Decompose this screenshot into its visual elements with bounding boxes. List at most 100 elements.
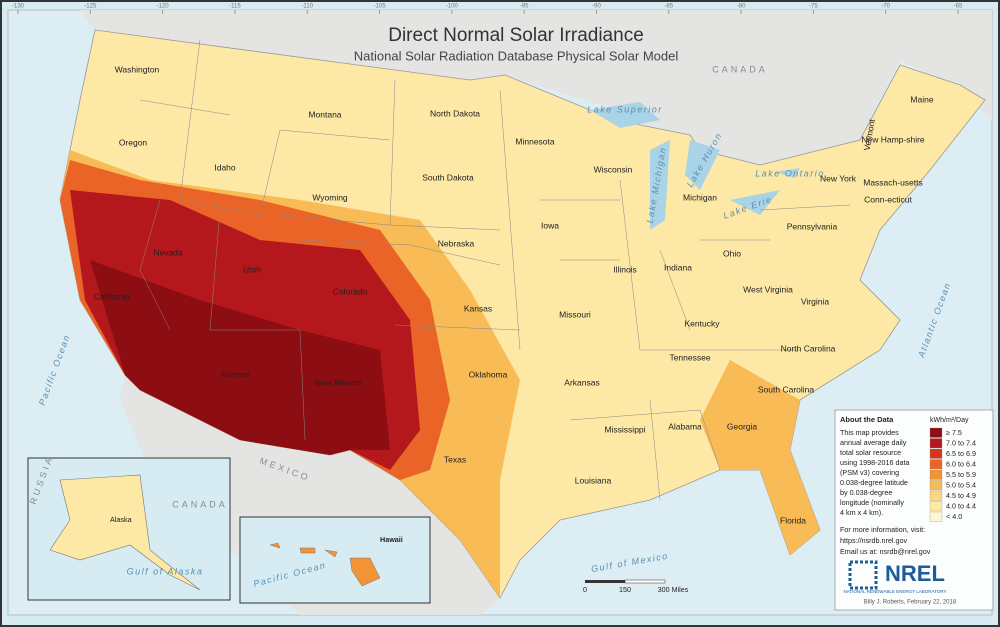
about-line: 4 km x 4 km). bbox=[840, 508, 883, 517]
state-label: California bbox=[94, 291, 130, 301]
legend-label: 4.0 to 4.4 bbox=[946, 501, 976, 510]
about-line: longitude (nominally bbox=[840, 498, 904, 507]
state-label: Arizona bbox=[221, 369, 250, 379]
state-label: New Hamp-shire bbox=[861, 134, 925, 144]
state-label: North Dakota bbox=[430, 108, 480, 118]
about-line: by 0.038-degree bbox=[840, 488, 892, 497]
region-dark-red bbox=[90, 260, 390, 455]
state-label: New York bbox=[820, 173, 857, 183]
longitude-label: -80 bbox=[737, 4, 746, 10]
country-label: CANADA bbox=[712, 64, 768, 74]
state-label: Virginia bbox=[801, 296, 829, 306]
state-borders bbox=[139, 39, 851, 501]
legend-swatch bbox=[929, 469, 943, 480]
title: Direct Normal Solar Irradiance bbox=[388, 25, 644, 46]
inset-label: Gulf of Alaska bbox=[127, 566, 204, 576]
state-label: Kentucky bbox=[685, 318, 721, 328]
legend-title: kWh/m²/Day bbox=[930, 417, 969, 424]
lake-label: Lake Superior bbox=[587, 104, 663, 114]
inset-label: Hawaii bbox=[380, 535, 403, 544]
state-label: West Virginia bbox=[743, 284, 793, 294]
state-label: Illinois bbox=[613, 264, 637, 274]
legend-swatch bbox=[929, 459, 943, 470]
region-southeast bbox=[700, 360, 820, 555]
hawaii-inset: Hawaii Pacific Ocean bbox=[239, 516, 431, 604]
longitude-label: -120 bbox=[157, 4, 170, 10]
credit: Billy J. Roberts, February 22, 2018 bbox=[864, 600, 957, 606]
about-url[interactable]: https://nsrdb.nrel.gov bbox=[840, 536, 908, 545]
state-label: Maine bbox=[910, 94, 933, 104]
state-label: Idaho bbox=[214, 162, 236, 172]
great-lakes bbox=[590, 102, 800, 230]
state-label: Utah bbox=[243, 264, 261, 274]
longitude-label: -75 bbox=[809, 4, 818, 10]
state-label: Pennsylvania bbox=[787, 221, 838, 231]
scale-bar: 0 150 300 Miles bbox=[583, 579, 689, 594]
scale-label: 300 Miles bbox=[658, 585, 689, 594]
longitude-label: -90 bbox=[592, 4, 601, 10]
state-label: Conn-ecticut bbox=[864, 194, 912, 204]
legend-swatch bbox=[929, 501, 943, 512]
state-label: South Carolina bbox=[758, 384, 815, 394]
state-label: Missouri bbox=[559, 309, 591, 319]
hawaii-islands bbox=[269, 542, 381, 587]
scale-segment bbox=[624, 579, 666, 584]
state-label: Massach-usetts bbox=[863, 177, 923, 187]
scale-label: 0 bbox=[583, 585, 587, 594]
about-line: 0.038-degree latitude bbox=[840, 478, 908, 487]
state-label: Michigan bbox=[683, 192, 717, 202]
legend-swatch bbox=[929, 427, 943, 438]
longitude-label: -95 bbox=[520, 4, 529, 10]
legend-swatch bbox=[929, 480, 943, 491]
state-label: Texas bbox=[444, 454, 466, 464]
canada-land bbox=[8, 10, 992, 165]
about-line: total solar resource bbox=[840, 448, 901, 457]
legend-label: 7.0 to 7.4 bbox=[946, 438, 976, 447]
subtitle: National Solar Radiation Database Physic… bbox=[354, 48, 679, 63]
longitude-label: -130 bbox=[12, 4, 25, 10]
about-line: (PSM v3) covering bbox=[840, 468, 899, 477]
state-label: Wyoming bbox=[312, 192, 348, 202]
inset-label: CANADA bbox=[172, 499, 228, 509]
legend-label: < 4.0 bbox=[946, 512, 962, 521]
legend: About the Data kWh/m²/Day For more infor… bbox=[834, 409, 994, 611]
state-label: Washington bbox=[115, 64, 160, 74]
longitude-label: -85 bbox=[664, 4, 673, 10]
about-more: For more information, visit: bbox=[840, 525, 925, 534]
state-label: Nebraska bbox=[438, 238, 475, 248]
state-label: Arkansas bbox=[564, 377, 599, 387]
about-line: This map provides bbox=[840, 428, 899, 437]
logo-mark bbox=[848, 560, 878, 590]
state-label: North Carolina bbox=[781, 343, 836, 353]
scale-segment bbox=[585, 580, 625, 583]
legend-swatch bbox=[929, 438, 943, 449]
legend-label: 4.5 to 4.9 bbox=[946, 491, 976, 500]
about-email[interactable]: Email us at: nsrdb@nrel.gov bbox=[840, 547, 931, 556]
legend-label: ≥ 7.5 bbox=[946, 428, 962, 437]
state-label: Louisiana bbox=[575, 475, 612, 485]
state-label: Alabama bbox=[668, 421, 702, 431]
inset-frame bbox=[239, 516, 431, 604]
legend-label: 5.5 to 5.9 bbox=[946, 470, 976, 479]
state-label: Tennessee bbox=[669, 352, 710, 362]
alaska-land bbox=[49, 474, 201, 591]
legend-label: 6.5 to 6.9 bbox=[946, 449, 976, 458]
about-line: using 1998-2016 data bbox=[840, 458, 910, 467]
state-label: Ohio bbox=[723, 248, 741, 258]
legend-box bbox=[834, 409, 994, 611]
state-label: Montana bbox=[308, 109, 341, 119]
legend-swatch bbox=[929, 511, 943, 522]
state-label: Minnesota bbox=[515, 136, 554, 146]
longitude-label: -110 bbox=[301, 4, 313, 10]
scale-label: 150 bbox=[619, 585, 631, 594]
state-label: Wisconsin bbox=[594, 164, 633, 174]
state-label: New Mexico bbox=[315, 377, 362, 387]
state-label: South Dakota bbox=[422, 172, 474, 182]
longitude-label: -125 bbox=[84, 4, 97, 10]
state-label: Iowa bbox=[541, 220, 559, 230]
lake-label: Lake Ontario bbox=[755, 168, 825, 178]
state-label: Colorado bbox=[333, 286, 368, 296]
about-line: annual average daily bbox=[840, 438, 907, 447]
inset-label: Alaska bbox=[110, 515, 132, 524]
